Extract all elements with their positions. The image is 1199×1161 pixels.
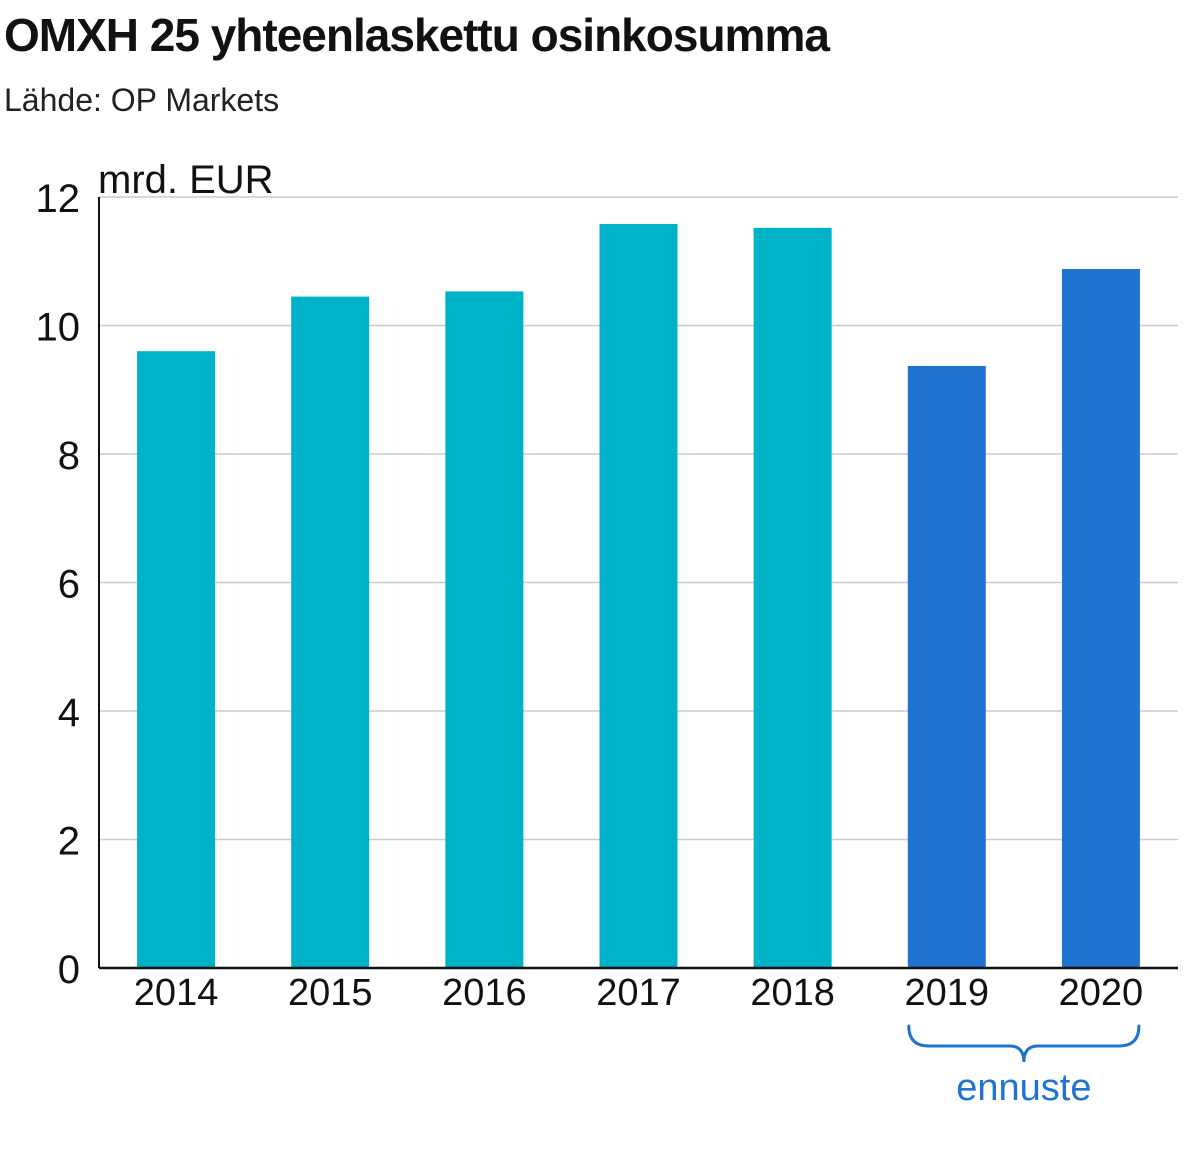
- y-tick-label: 12: [36, 177, 81, 221]
- forecast-annotation: ennuste: [956, 1067, 1091, 1109]
- x-tick-label: 2014: [134, 972, 219, 1014]
- bar-2019: [907, 365, 986, 968]
- x-tick-label: 2020: [1059, 972, 1144, 1014]
- bar-2018: [753, 227, 832, 969]
- y-tick-label: 8: [58, 434, 80, 478]
- x-tick-label: 2015: [288, 972, 373, 1014]
- bar-2015: [291, 296, 370, 968]
- y-tick-label: 6: [58, 563, 80, 607]
- bar-2017: [599, 223, 678, 969]
- chart-subtitle: Lähde: OP Markets: [4, 82, 280, 118]
- chart-title: OMXH 25 yhteenlaskettu osinkosumma: [4, 9, 830, 61]
- x-tick-label: 2018: [750, 972, 835, 1014]
- bar-2016: [445, 291, 524, 968]
- y-tick-label: 2: [58, 820, 80, 864]
- x-tick-label: 2016: [442, 972, 527, 1014]
- x-tick-label: 2019: [905, 972, 990, 1014]
- x-tick-label: 2017: [596, 972, 681, 1014]
- bar-2014: [137, 351, 216, 968]
- y-tick-label: 0: [58, 948, 80, 992]
- forecast-brace: [907, 1024, 1141, 1063]
- bar-2020: [1061, 268, 1140, 969]
- y-axis-unit-label: mrd. EUR: [98, 158, 274, 202]
- y-tick-label: 10: [36, 306, 81, 350]
- y-tick-label: 4: [58, 691, 80, 735]
